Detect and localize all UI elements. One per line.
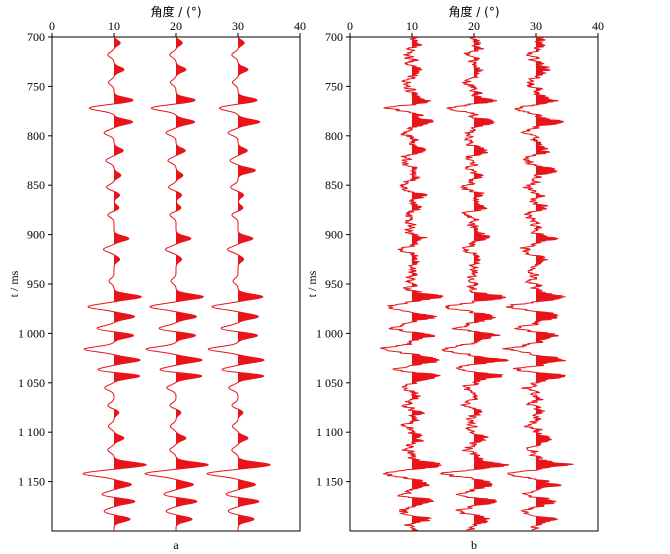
x-tick-label: 10 xyxy=(406,19,418,33)
y-tick-label: 800 xyxy=(325,129,343,143)
y-tick-label: 1 100 xyxy=(18,425,45,439)
panel-a: 0 10 20 30 40 角度 / (°) 700 750 800 850 900 950 1 000… xyxy=(7,4,306,552)
y-tick-label: 950 xyxy=(27,277,45,291)
trace-fill xyxy=(114,37,147,531)
trace-line xyxy=(502,37,574,531)
trace-line xyxy=(144,37,209,531)
y-axis-title: t / ms xyxy=(305,270,319,297)
trace-20 xyxy=(439,37,510,531)
y-tick-label: 1 150 xyxy=(316,475,343,489)
panel-label: b xyxy=(471,538,477,552)
y-tick-label: 900 xyxy=(27,228,45,242)
x-tick-label: 0 xyxy=(347,19,353,33)
y-tick-label: 1 000 xyxy=(18,326,45,340)
trace-fill xyxy=(474,37,510,531)
y-tick-label: 850 xyxy=(27,178,45,192)
trace-10 xyxy=(82,37,147,531)
trace-line xyxy=(206,37,271,531)
trace-line xyxy=(82,37,147,531)
x-tick-label: 30 xyxy=(530,19,542,33)
trace-line xyxy=(439,37,510,531)
trace-fill xyxy=(238,37,271,531)
x-axis-title: 角度 / (°) xyxy=(150,4,201,19)
y-tick-label: 1 050 xyxy=(18,376,45,390)
trace-10 xyxy=(380,37,444,531)
y-tick-label: 800 xyxy=(27,129,45,143)
trace-fill xyxy=(536,37,574,531)
x-tick-label: 20 xyxy=(468,19,480,33)
x-tick-label: 40 xyxy=(294,19,306,33)
y-tick-label: 850 xyxy=(325,178,343,192)
y-tick-label: 1 050 xyxy=(316,376,343,390)
panel-label: a xyxy=(173,538,179,552)
y-tick-label: 1 150 xyxy=(18,475,45,489)
y-axis-title: t / ms xyxy=(7,270,21,297)
x-tick-label: 30 xyxy=(232,19,244,33)
y-tick-label: 900 xyxy=(325,228,343,242)
y-tick-label: 750 xyxy=(27,79,45,93)
y-tick-label: 700 xyxy=(325,30,343,44)
y-tick-label: 1 100 xyxy=(316,425,343,439)
trace-fill xyxy=(176,37,209,531)
y-tick-label: 950 xyxy=(325,277,343,291)
x-tick-label: 10 xyxy=(108,19,120,33)
y-tick-label: 750 xyxy=(325,79,343,93)
x-tick-label: 20 xyxy=(170,19,182,33)
trace-30 xyxy=(502,37,574,531)
trace-line xyxy=(380,37,444,531)
x-tick-label: 40 xyxy=(592,19,604,33)
trace-20 xyxy=(144,37,209,531)
x-tick-label: 0 xyxy=(49,19,55,33)
trace-fill xyxy=(412,37,443,531)
x-axis-title: 角度 / (°) xyxy=(448,4,499,19)
y-tick-label: 1 000 xyxy=(316,326,343,340)
trace-30 xyxy=(206,37,271,531)
y-tick-label: 700 xyxy=(27,30,45,44)
panel-b: 0 10 20 30 40 角度 / (°) 700 750 800 850 900 950 1 000… xyxy=(305,4,604,552)
